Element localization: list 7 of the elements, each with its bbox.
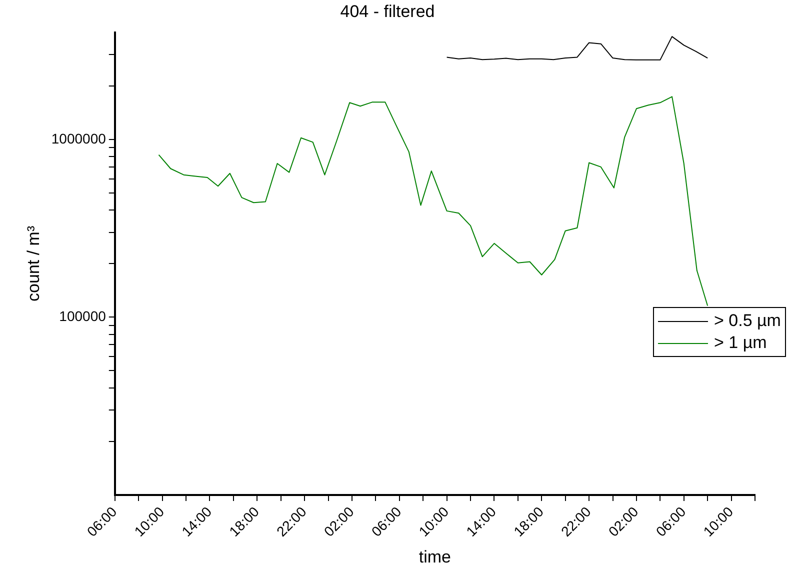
x-axis-title: time (418, 547, 452, 566)
legend-label: > 1 µm (714, 332, 767, 354)
legend-label: > 0.5 µm (714, 310, 781, 332)
y-axis-title: count / m³ (24, 226, 43, 302)
chart-title: 404 - filtered (340, 2, 435, 21)
y-tick-label: 100000 (59, 308, 106, 324)
y-tick-label: 1000000 (51, 130, 106, 146)
